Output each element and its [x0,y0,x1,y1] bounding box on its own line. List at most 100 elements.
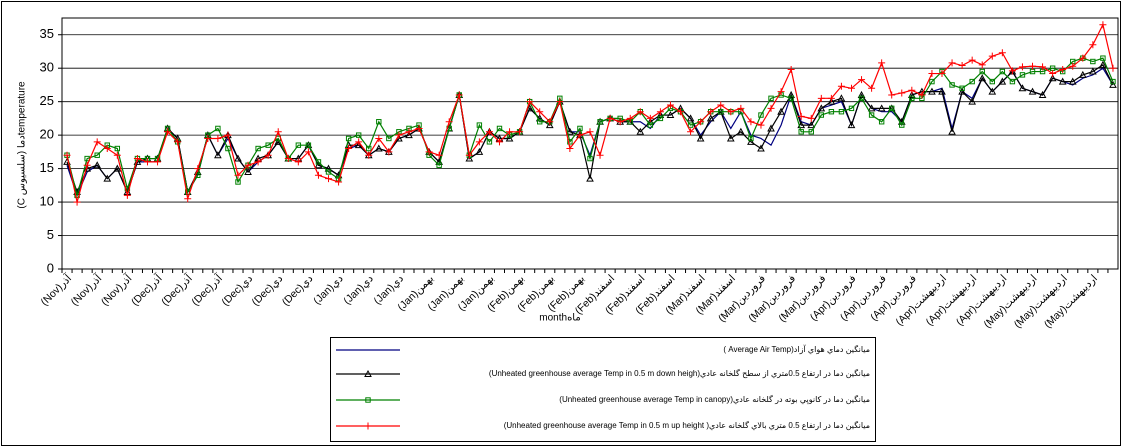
marker [647,122,654,128]
marker [677,108,685,116]
marker [999,68,1006,75]
marker [848,105,855,112]
marker [979,68,985,75]
marker [143,158,151,166]
marker [847,121,856,129]
marker [566,127,574,135]
marker [998,49,1006,57]
marker [686,114,695,122]
marker [214,151,222,159]
marker [1009,78,1016,85]
y-tick-label: 5 [47,227,54,242]
marker [234,154,242,162]
marker [687,128,695,136]
marker [1029,62,1037,70]
marker [777,107,785,115]
marker [657,115,664,122]
marker [545,121,554,129]
marker [566,145,574,153]
marker [938,70,946,78]
marker [597,119,603,125]
marker [666,111,675,119]
marker [817,94,825,102]
marker [1049,70,1057,78]
marker [718,109,724,115]
marker [1109,80,1117,88]
marker [1038,90,1047,98]
marker [325,175,333,183]
marker [365,397,371,403]
marker [194,165,202,173]
marker [123,191,131,199]
marker [324,164,333,172]
marker [475,147,484,155]
marker [225,145,231,152]
marker [938,87,946,95]
marker [386,135,392,142]
marker [395,131,403,139]
marker [606,114,614,122]
marker [889,105,895,112]
marker [445,118,453,126]
marker [354,141,363,149]
marker [978,61,986,69]
marker [103,174,112,182]
marker [928,70,936,78]
marker [596,151,604,159]
marker [537,119,543,125]
marker [988,52,996,60]
marker [867,104,876,112]
marker [93,138,101,146]
y-tick-label: 30 [40,60,54,75]
marker [1058,77,1067,85]
marker [1090,58,1096,65]
marker [84,155,90,162]
marker [858,95,865,102]
y-tick-label: 10 [40,194,54,209]
marker [374,144,383,152]
marker [586,174,594,182]
marker [636,108,644,116]
marker [364,369,372,377]
marker [878,119,885,125]
marker [234,171,242,179]
marker [837,82,845,90]
marker [737,104,745,112]
marker [788,95,794,102]
marker [949,82,955,88]
marker [587,155,593,162]
marker [315,159,322,165]
marker [929,78,935,85]
marker [385,148,393,156]
marker [244,167,252,175]
series-line [66,63,1114,194]
marker [335,178,343,186]
marker [1018,63,1026,71]
marker [425,148,433,156]
marker [255,145,261,152]
marker [717,101,725,109]
marker [726,134,735,142]
marker [184,195,192,203]
marker [83,164,91,172]
marker [235,179,241,185]
marker [254,158,262,166]
marker [305,142,312,148]
marker [435,151,443,159]
marker [586,128,594,136]
marker [858,76,866,84]
marker [1079,54,1087,62]
y-tick-label: 25 [40,93,54,108]
marker [998,77,1007,85]
marker [93,161,102,169]
marker [1069,62,1077,70]
marker [224,131,232,139]
marker [113,151,121,159]
marker [546,118,554,126]
marker [405,131,413,139]
marker [707,108,715,116]
marker [485,128,493,136]
marker [214,134,222,142]
marker [114,145,121,152]
